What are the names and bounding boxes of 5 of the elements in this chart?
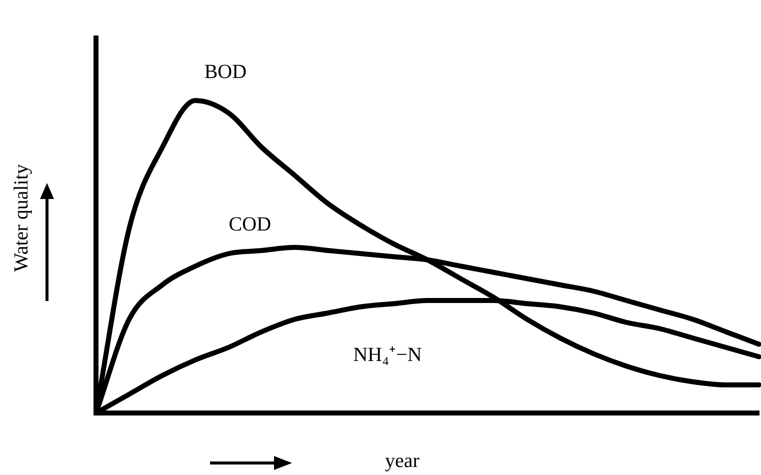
x-axis-title: year bbox=[385, 450, 420, 473]
series-label: NH₄⁺−N bbox=[353, 344, 422, 366]
series-label: COD bbox=[228, 214, 272, 236]
y-axis-title: Water quality bbox=[10, 164, 34, 272]
series-label: BOD bbox=[204, 60, 247, 83]
